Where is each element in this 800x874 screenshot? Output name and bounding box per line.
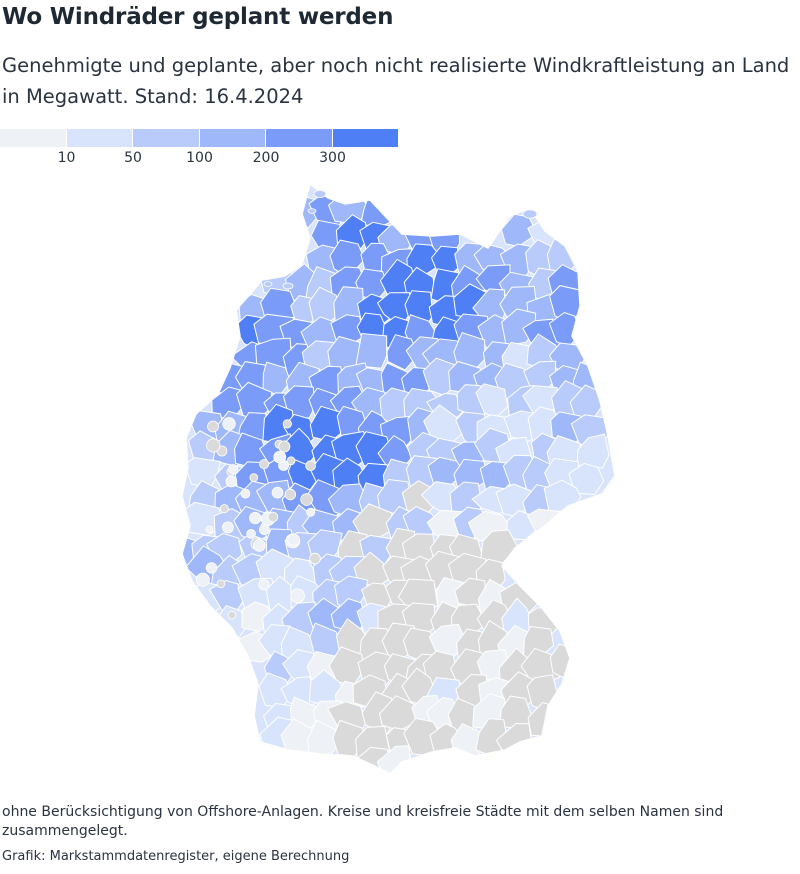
city-district (228, 464, 239, 475)
city-district (309, 552, 321, 565)
district-region (386, 334, 419, 371)
city-district (258, 579, 270, 591)
island-region (307, 208, 317, 214)
city-district (273, 450, 287, 464)
district-region (568, 462, 605, 496)
city-district (286, 456, 296, 466)
city-district (267, 511, 279, 523)
germany-district-map (181, 182, 616, 775)
city-district (205, 562, 218, 574)
city-district (259, 459, 270, 470)
source-credit: Grafik: Markstammdatenregister, eigene B… (2, 849, 350, 864)
city-district (306, 507, 316, 517)
city-district (253, 539, 266, 552)
city-district (225, 475, 238, 488)
legend-tick-label: 200 (252, 150, 280, 166)
district-region (576, 433, 610, 469)
city-district (249, 473, 259, 482)
district-region (355, 332, 388, 369)
city-district (271, 486, 284, 499)
legend-swatch (0, 129, 67, 147)
island-region (313, 189, 327, 198)
legend-tick-label: 10 (57, 150, 76, 166)
city-district (195, 572, 210, 587)
legend-swatch (266, 129, 333, 147)
city-district (287, 533, 300, 547)
legend-ticks: 10 50 100 200 300 (0, 147, 400, 167)
city-district (227, 610, 237, 620)
city-district (284, 488, 297, 501)
legend-swatch (332, 129, 399, 147)
city-district (206, 438, 221, 453)
district-layer (182, 184, 615, 774)
city-district (205, 525, 214, 534)
city-district (259, 524, 270, 536)
chart-subtitle: Genehmigte und geplante, aber noch nicht… (2, 54, 790, 108)
color-legend: 10 50 100 200 300 (0, 129, 400, 169)
legend-tick-label: 100 (186, 150, 213, 166)
city-district (240, 488, 251, 499)
legend-color-scale (0, 129, 399, 147)
island-region (522, 209, 538, 219)
city-district (290, 588, 305, 604)
island-region (282, 282, 294, 290)
country-outline (181, 182, 616, 775)
city-district (216, 579, 226, 589)
city-district (300, 493, 313, 506)
legend-tick-label: 300 (319, 150, 346, 166)
chart-title: Wo Windräder geplant werden (2, 4, 394, 30)
city-district (222, 417, 236, 431)
city-district (249, 511, 262, 525)
legend-swatch (133, 129, 200, 147)
legend-swatch (66, 129, 133, 147)
city-district (278, 440, 291, 453)
footnote: ohne Berücksichtigung von Offshore-Anlag… (2, 804, 724, 839)
legend-tick-label: 50 (124, 150, 142, 166)
legend-swatch (199, 129, 266, 147)
city-district (246, 528, 256, 539)
city-district (282, 419, 292, 429)
city-district (207, 420, 219, 433)
city-district (305, 460, 316, 472)
island-region (263, 281, 273, 287)
city-district (219, 504, 229, 514)
city-district (222, 521, 234, 534)
